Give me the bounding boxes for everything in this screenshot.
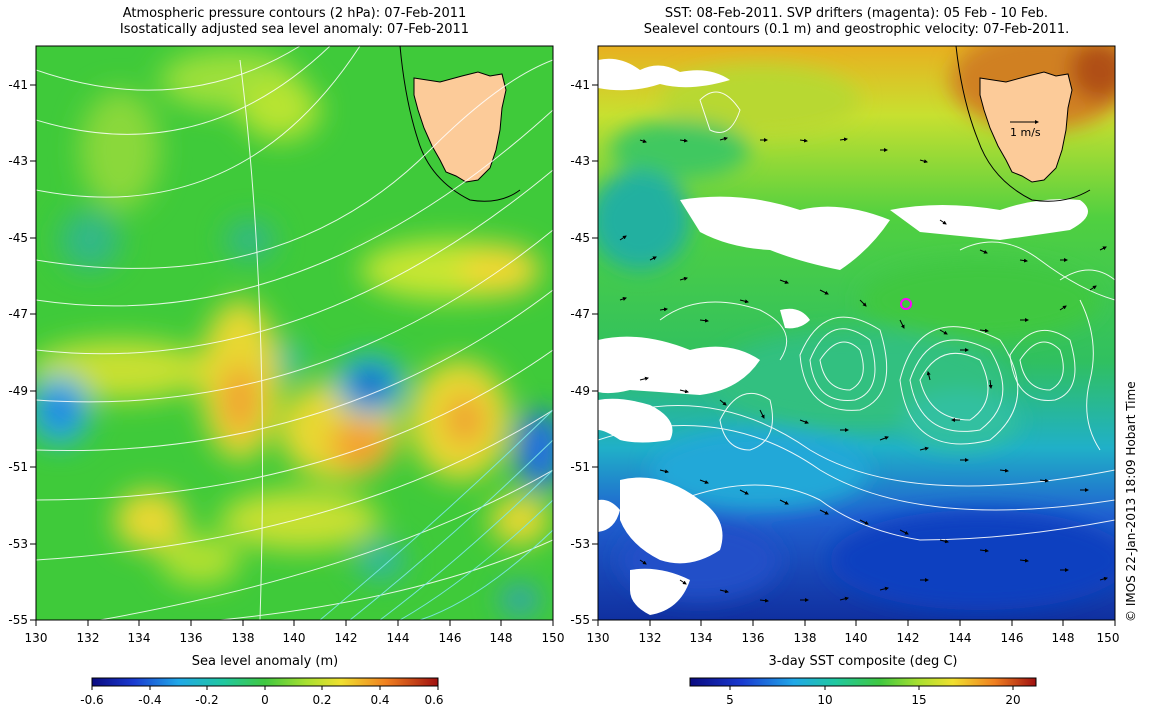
- left-title: Atmospheric pressure contours (2 hPa): 0…: [36, 6, 553, 38]
- tasmania-landmass: [413, 71, 507, 183]
- lat-tick-label: -43: [8, 154, 28, 168]
- lat-tick-label: -49: [8, 384, 28, 398]
- sst-colorbar: [689, 677, 1037, 687]
- lat-tick-label: -43: [570, 154, 590, 168]
- sst-colorbar-labels: 5 10 15 20: [726, 693, 1020, 707]
- right-title-line2: Sealevel contours (0.1 m) and geostrophi…: [643, 22, 1070, 37]
- right-title: SST: 08-Feb-2011. SVP drifters (magenta)…: [598, 6, 1115, 38]
- left-axis-tick-marks: [30, 84, 554, 626]
- lon-tick-label: 142: [335, 631, 358, 645]
- colorbar-tick-label: 0.2: [312, 693, 331, 707]
- lat-tick-label: -47: [570, 307, 590, 321]
- imos-credit: © IMOS 22-Jan-2013 18:09 Hobart Time: [1124, 381, 1138, 622]
- pressure-contours: [36, 46, 553, 620]
- pressure-contours-cyan: [319, 409, 553, 620]
- svp-drifter-track: [900, 298, 912, 310]
- left-colorbar-title: Sea level anomaly (m): [191, 654, 339, 669]
- left-map-panel: 130 132 134 136 138 140 142 144 146 148 …: [0, 0, 580, 660]
- colorbars-svg: -0.6 -0.4 -0.2 0 0.2 0.4 0.6 5 10 15 20: [80, 677, 1037, 707]
- left-lon-tick-labels: 130 132 134 136 138 140 142 144 146 148 …: [25, 631, 565, 645]
- colorbar-tick-label: -0.6: [80, 693, 103, 707]
- colorbar-tick-label: 0.4: [370, 693, 389, 707]
- lat-tick-label: -47: [8, 307, 28, 321]
- lon-tick-label: 142: [897, 631, 920, 645]
- lon-tick-label: 140: [845, 631, 868, 645]
- lon-tick-label: 136: [180, 631, 203, 645]
- lon-tick-label: 130: [25, 631, 48, 645]
- velocity-scale-label: 1 m/s: [1010, 126, 1041, 139]
- lon-tick-label: 136: [742, 631, 765, 645]
- right-colorbar-title: 3-day SST composite (deg C): [768, 654, 958, 669]
- left-map-svg: 130 132 134 136 138 140 142 144 146 148 …: [8, 45, 565, 645]
- sea-level-colorbar: [91, 677, 439, 687]
- lat-tick-label: -55: [8, 613, 28, 627]
- colorbar-tick-label: -0.2: [195, 693, 218, 707]
- lon-tick-label: 144: [949, 631, 972, 645]
- sea-level-anomaly-field: [36, 50, 553, 615]
- lat-tick-label: -53: [8, 537, 28, 551]
- colorbar-tick-label: 20: [1005, 693, 1020, 707]
- bathymetry-contour: [399, 46, 521, 202]
- lat-tick-label: -55: [570, 613, 590, 627]
- sea-level-colorbar-labels: -0.6 -0.4 -0.2 0 0.2 0.4 0.6: [80, 693, 443, 707]
- lat-tick-label: -45: [8, 231, 28, 245]
- right-title-line1: SST: 08-Feb-2011. SVP drifters (magenta)…: [664, 6, 1049, 21]
- lon-tick-label: 132: [639, 631, 662, 645]
- lon-tick-label: 138: [232, 631, 255, 645]
- lon-tick-label: 132: [77, 631, 100, 645]
- left-title-line1: Atmospheric pressure contours (2 hPa): 0…: [122, 6, 467, 21]
- colorbar-tick-marks: [91, 686, 1014, 690]
- lon-tick-label: 146: [1001, 631, 1024, 645]
- lat-tick-label: -45: [570, 231, 590, 245]
- colorbar-tick-label: -0.4: [138, 693, 161, 707]
- lon-tick-label: 150: [542, 631, 565, 645]
- lat-tick-label: -53: [570, 537, 590, 551]
- left-title-line2: Isostatically adjusted sea level anomaly…: [119, 22, 470, 37]
- right-map-svg: 1 m/s 130 132 134 136 138 140 142 144 14…: [570, 45, 1120, 645]
- lon-tick-label: 148: [490, 631, 513, 645]
- lon-tick-label: 144: [387, 631, 410, 645]
- colorbar-tick-label: 10: [817, 693, 832, 707]
- right-lon-tick-labels: 130 132 134 136 138 140 142 144 146 148 …: [587, 631, 1120, 645]
- sst-field-features: [598, 46, 1115, 610]
- lon-tick-label: 140: [283, 631, 306, 645]
- colorbar-tick-label: 0.6: [424, 693, 443, 707]
- lat-tick-label: -49: [570, 384, 590, 398]
- lat-tick-label: -41: [570, 78, 590, 92]
- right-map-panel: 1 m/s 130 132 134 136 138 140 142 144 14…: [560, 0, 1140, 660]
- lon-tick-label: 134: [128, 631, 151, 645]
- right-axis-tick-marks: [592, 84, 1116, 626]
- colorbar-tick-label: 5: [726, 693, 734, 707]
- lon-tick-label: 148: [1052, 631, 1075, 645]
- right-lat-tick-labels: -41 -43 -45 -47 -49 -51 -53 -55: [570, 78, 590, 627]
- colorbar-tick-label: 0: [261, 693, 269, 707]
- lat-tick-label: -51: [8, 460, 28, 474]
- lat-tick-label: -41: [8, 78, 28, 92]
- lon-tick-label: 146: [439, 631, 462, 645]
- left-lat-tick-labels: -41 -43 -45 -47 -49 -51 -53 -55: [8, 78, 28, 627]
- tasmania-landmass: [979, 71, 1073, 183]
- lat-tick-label: -51: [570, 460, 590, 474]
- lon-tick-label: 150: [1097, 631, 1120, 645]
- lon-tick-label: 130: [587, 631, 610, 645]
- colorbar-tick-label: 15: [911, 693, 926, 707]
- bathymetry-contour: [955, 46, 1091, 202]
- geostrophic-velocity-arrows: [619, 136, 1108, 603]
- lon-tick-label: 134: [690, 631, 713, 645]
- lon-tick-label: 138: [794, 631, 817, 645]
- sea-level-contours: [598, 91, 1115, 541]
- cloud-mask: [598, 58, 1088, 615]
